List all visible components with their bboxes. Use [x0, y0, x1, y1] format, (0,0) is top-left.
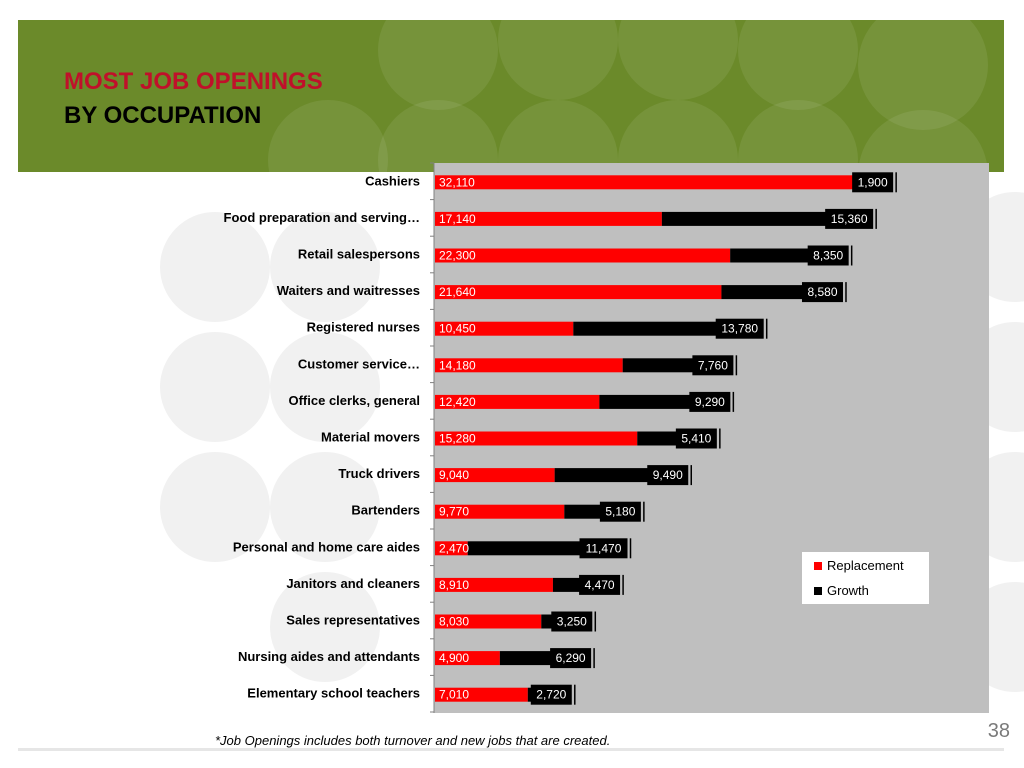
data-label-growth: 9,290	[695, 395, 725, 409]
bar-replacement	[435, 358, 623, 373]
category-label: Office clerks, general	[288, 393, 420, 408]
legend-swatch-replacement	[814, 562, 822, 570]
bar-replacement	[435, 504, 565, 519]
data-label-growth: 8,580	[807, 285, 837, 299]
category-label: Elementary school teachers	[247, 686, 420, 701]
bg-circle	[160, 332, 270, 442]
data-label-growth-box	[647, 465, 689, 486]
bg-circle	[270, 212, 380, 322]
data-label-replacement: 21,640	[439, 285, 476, 299]
data-label-replacement: 8,030	[439, 615, 469, 629]
bar-growth	[661, 211, 866, 226]
category-label: Material movers	[321, 430, 420, 445]
data-label-growth-box	[550, 648, 592, 669]
data-label-growth: 8,350	[813, 249, 843, 263]
bar-replacement	[435, 468, 555, 483]
bg-circle	[270, 572, 380, 682]
bar-replacement	[435, 394, 600, 409]
data-label-growth-box	[675, 428, 717, 449]
data-label-replacement: 10,450	[439, 322, 476, 336]
legend: Replacement Growth	[802, 552, 929, 604]
bar-replacement	[435, 211, 662, 226]
data-label-growth: 5,410	[681, 432, 711, 446]
legend-swatch-growth	[814, 587, 822, 595]
category-label: Truck drivers	[338, 466, 420, 481]
data-label-growth-box	[530, 684, 572, 705]
bg-circle	[160, 452, 270, 562]
data-label-replacement: 4,900	[439, 651, 469, 665]
data-label-growth-box	[579, 574, 621, 595]
data-label-growth: 5,180	[605, 505, 635, 519]
data-label-replacement: 17,140	[439, 212, 476, 226]
bg-circle	[160, 212, 270, 322]
bar-replacement	[435, 687, 528, 702]
slide-title-line1: MOST JOB OPENINGS	[64, 68, 323, 95]
data-label-growth: 1,900	[858, 175, 888, 189]
data-label-growth-box	[692, 355, 734, 376]
data-label-growth: 3,250	[557, 615, 587, 629]
data-label-growth-box	[579, 538, 628, 559]
bar-replacement	[435, 577, 553, 592]
bar-replacement	[435, 541, 468, 556]
bar-replacement	[435, 248, 731, 263]
data-label-growth: 15,360	[831, 212, 868, 226]
category-label: Sales representatives	[286, 613, 420, 628]
data-label-replacement: 22,300	[439, 249, 476, 263]
bottom-divider	[18, 748, 1004, 751]
category-label: Personal and home care aides	[233, 539, 420, 554]
data-label-growth-box	[715, 318, 764, 339]
data-label-growth: 11,470	[586, 541, 622, 555]
data-label-replacement: 15,280	[439, 432, 476, 446]
data-label-replacement: 9,040	[439, 468, 469, 482]
slide-title-line2: BY OCCUPATION	[64, 102, 262, 129]
category-label: Retail salespersons	[298, 247, 420, 262]
data-label-growth-box	[689, 391, 731, 412]
data-label-replacement: 9,770	[439, 505, 469, 519]
data-label-replacement: 8,910	[439, 578, 469, 592]
data-label-growth-box	[551, 611, 593, 632]
category-label: Janitors and cleaners	[286, 576, 420, 591]
data-label-replacement: 32,110	[439, 175, 475, 189]
bar-replacement	[435, 285, 722, 300]
data-label-growth-box	[801, 282, 843, 303]
data-label-growth: 2,720	[536, 688, 566, 702]
bar-replacement	[435, 651, 500, 666]
data-label-growth-box	[825, 208, 874, 229]
data-label-growth: 7,760	[698, 358, 728, 372]
data-label-replacement: 2,470	[439, 541, 469, 555]
data-label-replacement: 14,180	[439, 358, 476, 372]
category-label: Food preparation and serving…	[224, 210, 420, 225]
category-label: Nursing aides and attendants	[238, 649, 420, 664]
footnote: *Job Openings includes both turnover and…	[215, 733, 611, 748]
data-label-replacement: 7,010	[439, 688, 469, 702]
category-label: Bartenders	[351, 503, 420, 518]
page-number: 38	[987, 720, 1010, 742]
bar-growth	[573, 321, 756, 336]
bar-replacement	[435, 321, 574, 336]
data-label-growth-box	[807, 245, 849, 266]
bg-circle	[270, 452, 380, 562]
data-label-replacement: 12,420	[439, 395, 476, 409]
category-label: Registered nurses	[307, 320, 420, 335]
category-label: Customer service…	[298, 356, 420, 371]
title-banner	[18, 20, 1004, 172]
data-label-growth: 13,780	[721, 322, 758, 336]
bg-circle	[270, 332, 380, 442]
data-label-growth: 4,470	[585, 578, 615, 592]
category-label: Cashiers	[365, 173, 420, 188]
legend-box	[802, 552, 929, 604]
data-label-growth: 6,290	[556, 651, 586, 665]
category-label: Waiters and waitresses	[277, 283, 420, 298]
bar-replacement	[435, 614, 542, 629]
legend-label-growth: Growth	[827, 583, 869, 598]
bar-replacement	[435, 175, 860, 190]
data-label-growth-box	[852, 172, 894, 193]
legend-label-replacement: Replacement	[827, 558, 904, 573]
data-label-growth: 9,490	[653, 468, 683, 482]
bar-replacement	[435, 431, 638, 446]
banner-circle	[858, 20, 988, 130]
data-label-growth-box	[599, 501, 641, 522]
